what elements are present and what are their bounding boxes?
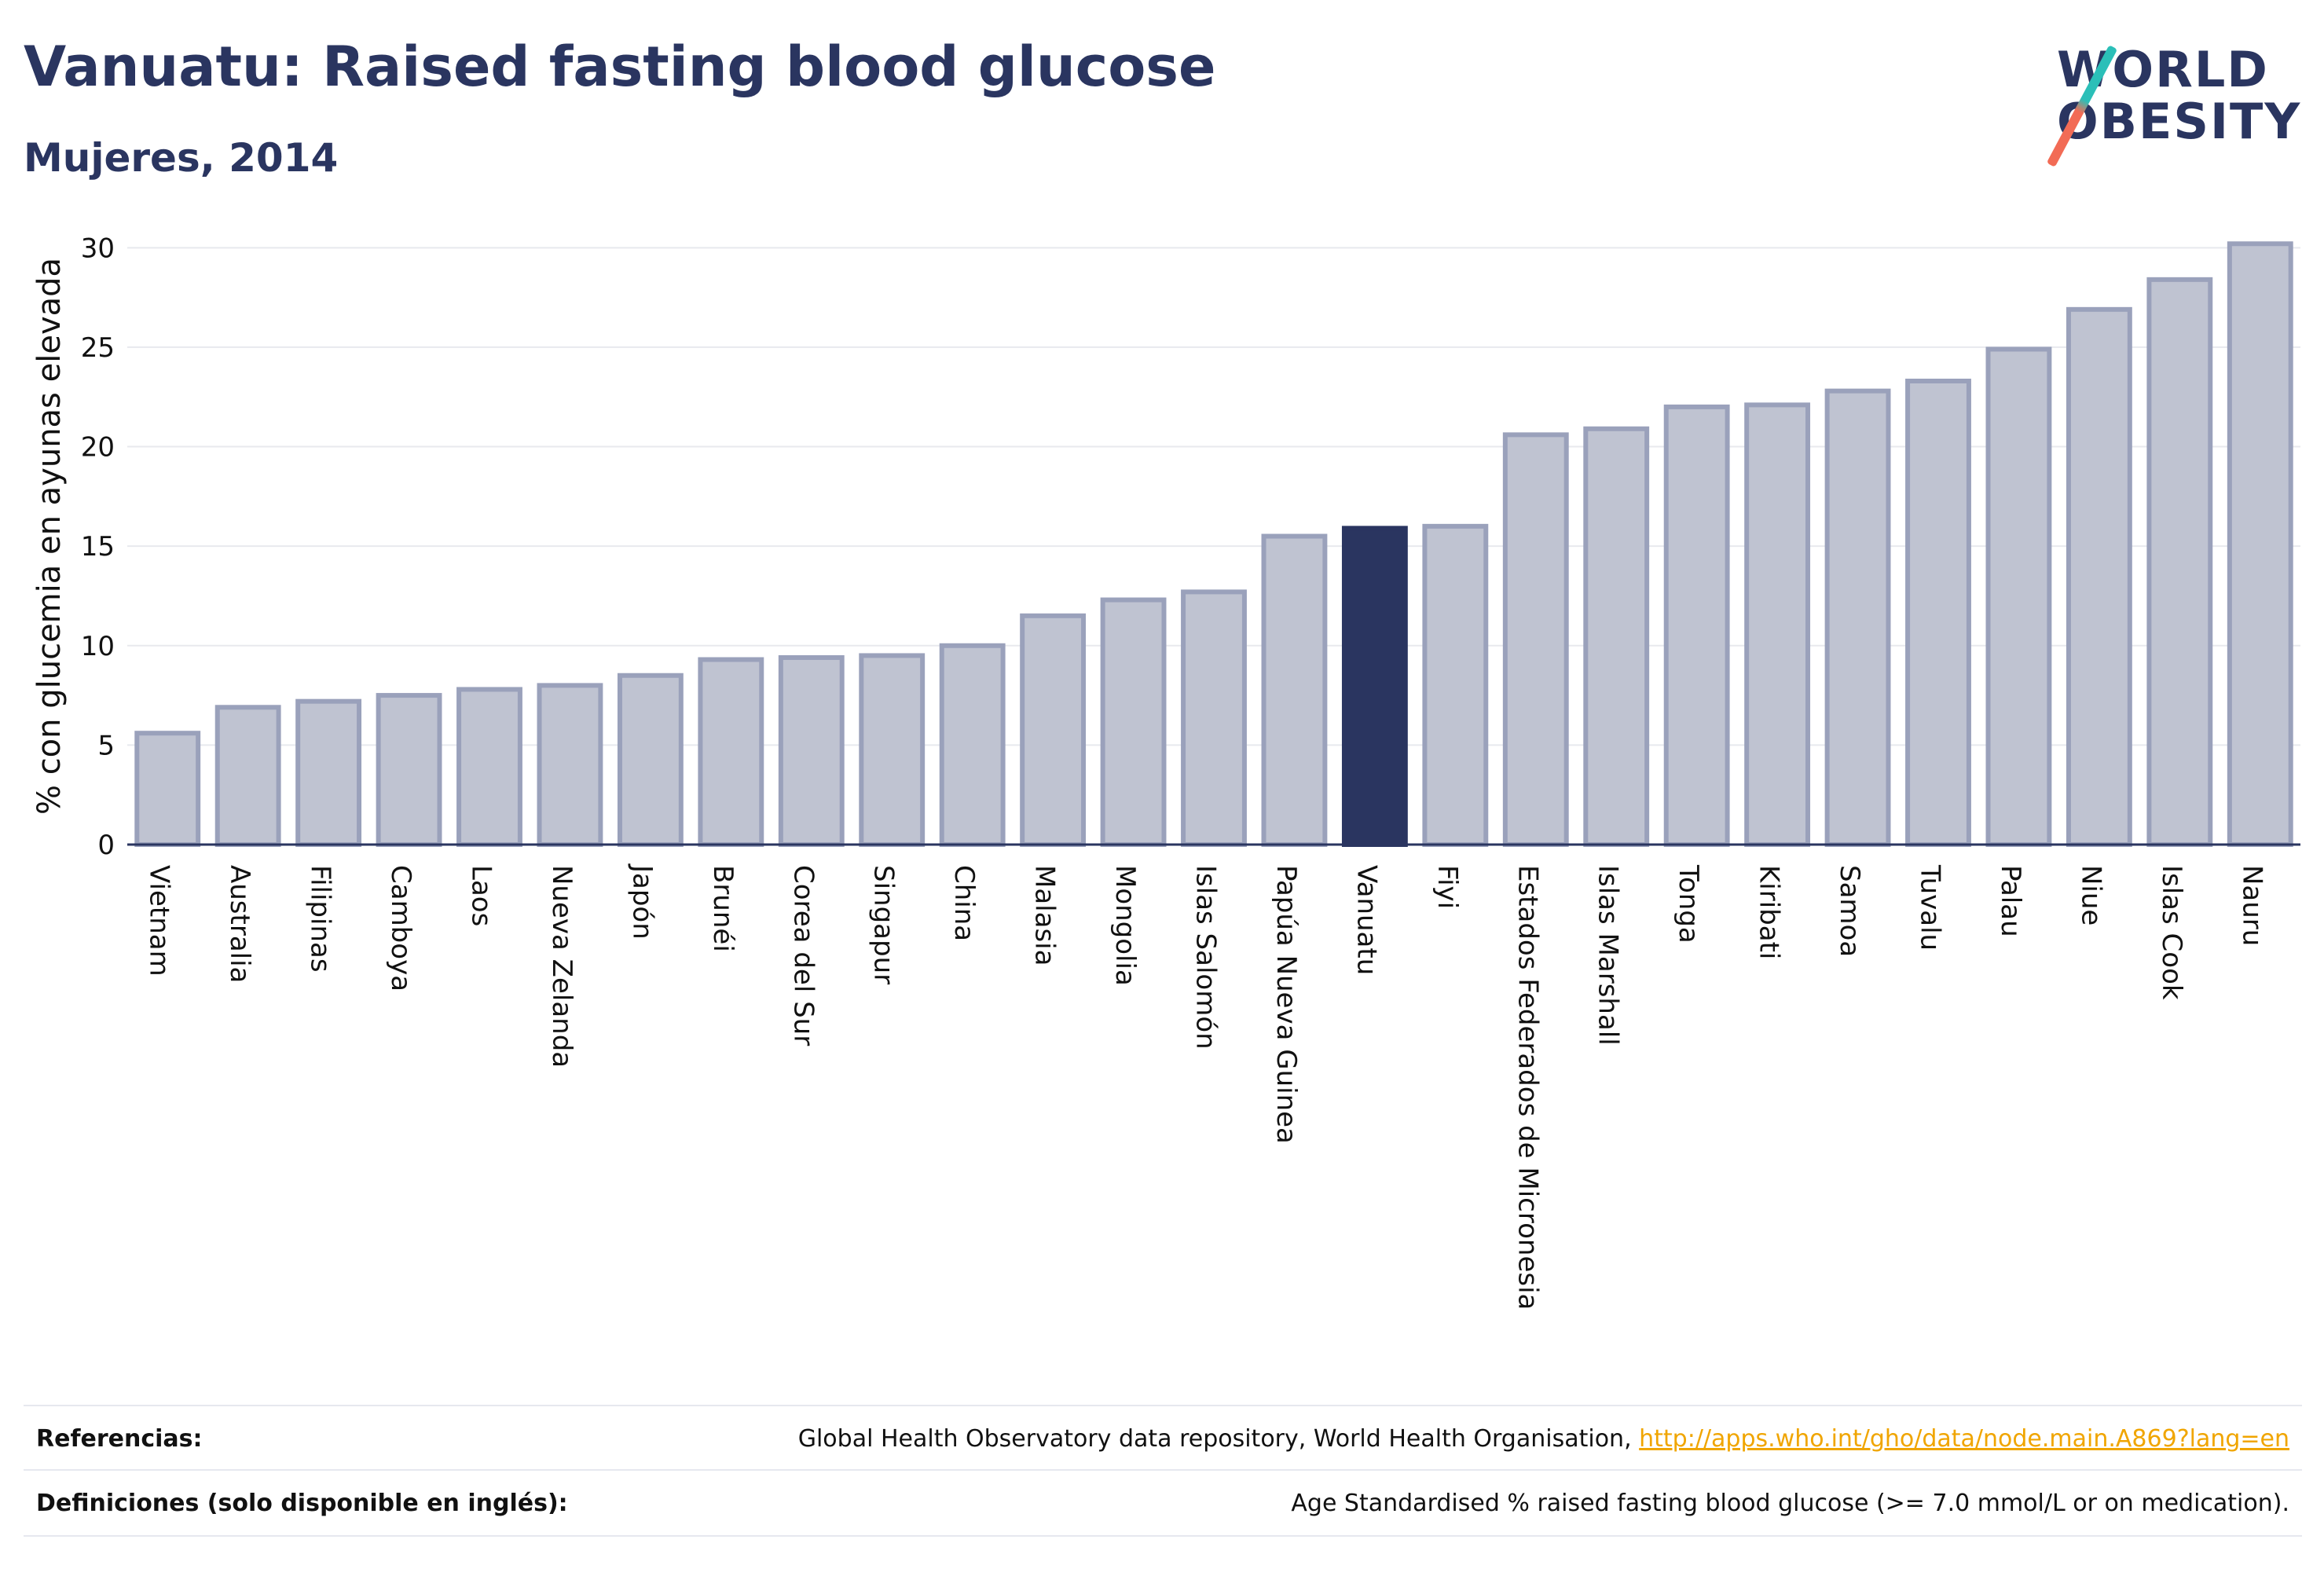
bar	[2227, 241, 2293, 847]
x-tick-label: China	[948, 865, 980, 941]
y-axis-title: % con glucemia en ayunas elevada	[31, 258, 68, 815]
logo-line-2: OBESITY	[2057, 93, 2302, 150]
bar	[617, 673, 684, 847]
bar	[1985, 346, 2052, 848]
x-tick-label: Estados Federados de Micronesia	[1512, 865, 1543, 1310]
x-tick-label: Laos	[466, 865, 497, 926]
references-row: Referencias: Global Health Observatory d…	[24, 1405, 2302, 1471]
bar	[1905, 378, 1971, 847]
bar	[1744, 402, 1811, 847]
bar	[295, 698, 362, 848]
x-tick-label: Niue	[2075, 865, 2106, 925]
x-tick-label: Islas Salomón	[1190, 865, 1222, 1050]
x-tick-label: Camboya	[385, 865, 416, 991]
x-tick-label: Nueva Zelanda	[546, 865, 577, 1068]
bar-highlight	[1341, 526, 1408, 847]
bar	[376, 693, 442, 847]
x-tick-label: Nauru	[2236, 865, 2267, 946]
x-tick-label: Fiyi	[1431, 865, 1463, 909]
x-tick-label: Vietnam	[144, 865, 175, 977]
x-tick-label: Islas Marshall	[1593, 865, 1624, 1046]
definitions-label: Definiciones (solo disponible en inglés)…	[36, 1490, 568, 1517]
x-tick-label: Singapur	[868, 865, 900, 984]
chart-title: Vanuatu: Raised fasting blood glucose	[24, 35, 1216, 99]
y-tick-label: 30	[81, 233, 115, 264]
bar	[2146, 277, 2213, 848]
x-tick-label: Kiribati	[1754, 865, 1785, 959]
bar	[214, 705, 281, 847]
bar	[537, 683, 603, 848]
bar	[134, 731, 201, 847]
bar	[2066, 306, 2132, 847]
bar	[1502, 432, 1569, 847]
y-tick-label: 0	[97, 830, 115, 861]
x-tick-label: Tonga	[1673, 864, 1704, 944]
bar	[1663, 404, 1730, 847]
world-obesity-logo: WORLD OBESITY	[2046, 39, 2302, 167]
chart-subtitle: Mujeres, 2014	[24, 135, 339, 181]
definitions-value: Age Standardised % raised fasting blood …	[1291, 1490, 2289, 1517]
definitions-row: Definiciones (solo disponible en inglés)…	[24, 1469, 2302, 1537]
x-tick-label: Palau	[1995, 865, 2026, 937]
x-tick-label: Samoa	[1834, 865, 1865, 957]
references-text: Global Health Observatory data repositor…	[797, 1425, 1640, 1453]
references-link[interactable]: http://apps.who.int/gho/data/node.main.A…	[1639, 1425, 2289, 1453]
bar	[1020, 613, 1087, 848]
bar	[859, 653, 926, 847]
x-tick-label: Australia	[224, 865, 255, 983]
x-tick-label: Vanuatu	[1351, 865, 1382, 975]
bar	[1422, 523, 1489, 847]
references-label: Referencias:	[36, 1425, 203, 1453]
y-tick-label: 15	[81, 531, 115, 563]
x-tick-label: Tuvalu	[1915, 864, 1946, 951]
bar-chart: 0 5 10 15 20 25 30 Vietnam Australia Filipinas Cam…	[31, 233, 2300, 1310]
references-value: Global Health Observatory data repositor…	[798, 1425, 2289, 1453]
x-tick-label: Corea del Sur	[787, 865, 819, 1046]
bar	[1100, 597, 1167, 848]
bar	[1583, 426, 1650, 847]
x-tick-label: Islas Cook	[2156, 865, 2187, 1000]
bar	[939, 643, 1006, 847]
x-tick-label: Papúa Nueva Guinea	[1270, 865, 1302, 1144]
bar	[1824, 388, 1891, 848]
y-tick-label: 20	[81, 432, 115, 464]
bar	[698, 657, 764, 847]
x-tick-label: Filipinas	[305, 865, 336, 973]
x-tick-label: Japón	[626, 863, 658, 940]
x-tick-label: Malasia	[1029, 865, 1061, 966]
bar	[456, 687, 522, 848]
x-tick-label: Brunéi	[707, 865, 739, 952]
y-tick-label: 10	[81, 631, 115, 662]
bar	[1261, 533, 1328, 847]
x-tick-label: Mongolia	[1109, 865, 1141, 986]
y-tick-label: 25	[81, 332, 115, 364]
y-tick-label: 5	[97, 730, 115, 761]
bar	[1181, 589, 1247, 847]
bar	[778, 654, 845, 847]
